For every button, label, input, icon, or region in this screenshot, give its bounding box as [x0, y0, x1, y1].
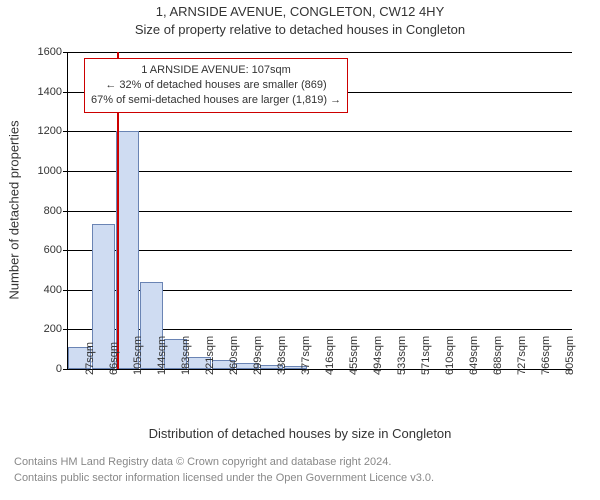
attribution-line-1: Contains HM Land Registry data © Crown c…: [14, 456, 600, 468]
xtick-label: 299sqm: [252, 336, 264, 375]
xtick-label: 144sqm: [156, 336, 168, 375]
xtick-label: 377sqm: [300, 336, 312, 375]
xtick-label: 416sqm: [324, 336, 336, 375]
xtick-label: 221sqm: [204, 336, 216, 375]
xtick-label: 183sqm: [180, 336, 192, 375]
xtick-label: 455sqm: [348, 336, 360, 375]
xtick-label: 533sqm: [396, 336, 408, 375]
ytick-label: 1000: [22, 165, 62, 177]
info-box: 1 ARNSIDE AVENUE: 107sqm ← 32% of detach…: [84, 58, 348, 113]
infobox-line1: 1 ARNSIDE AVENUE: 107sqm: [91, 63, 341, 78]
attribution-line-2: Contains public sector information licen…: [14, 472, 600, 484]
ytick-label: 1400: [22, 86, 62, 98]
xtick-label: 688sqm: [492, 336, 504, 375]
ytick-label: 800: [22, 205, 62, 217]
xtick-label: 805sqm: [564, 336, 576, 375]
ytick-label: 0: [22, 363, 62, 375]
ytick-label: 400: [22, 284, 62, 296]
xtick-label: 766sqm: [540, 336, 552, 375]
x-axis-label: Distribution of detached houses by size …: [0, 426, 600, 441]
xtick-label: 649sqm: [468, 336, 480, 375]
infobox-line3: 67% of semi-detached houses are larger (…: [91, 93, 341, 108]
title-line-1: 1, ARNSIDE AVENUE, CONGLETON, CW12 4HY: [0, 4, 600, 19]
ytick-label: 200: [22, 323, 62, 335]
xtick-label: 610sqm: [444, 336, 456, 375]
xtick-label: 571sqm: [420, 336, 432, 375]
plot-area: 1 ARNSIDE AVENUE: 107sqm ← 32% of detach…: [68, 52, 572, 369]
ytick-label: 1200: [22, 125, 62, 137]
ytick-label: 1600: [22, 46, 62, 58]
xtick-label: 66sqm: [108, 342, 120, 375]
xtick-label: 27sqm: [84, 342, 96, 375]
ytick-label: 600: [22, 244, 62, 256]
figure: 1, ARNSIDE AVENUE, CONGLETON, CW12 4HY S…: [0, 0, 600, 500]
xtick-label: 260sqm: [228, 336, 240, 375]
xtick-label: 105sqm: [132, 336, 144, 375]
xtick-label: 338sqm: [276, 336, 288, 375]
xtick-label: 494sqm: [372, 336, 384, 375]
title-line-2: Size of property relative to detached ho…: [0, 22, 600, 37]
infobox-line2: ← 32% of detached houses are smaller (86…: [91, 78, 341, 93]
xtick-label: 727sqm: [516, 336, 528, 375]
y-axis-label: Number of detached properties: [7, 120, 22, 299]
